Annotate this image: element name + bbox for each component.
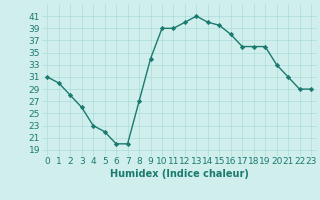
X-axis label: Humidex (Indice chaleur): Humidex (Indice chaleur) — [110, 169, 249, 179]
